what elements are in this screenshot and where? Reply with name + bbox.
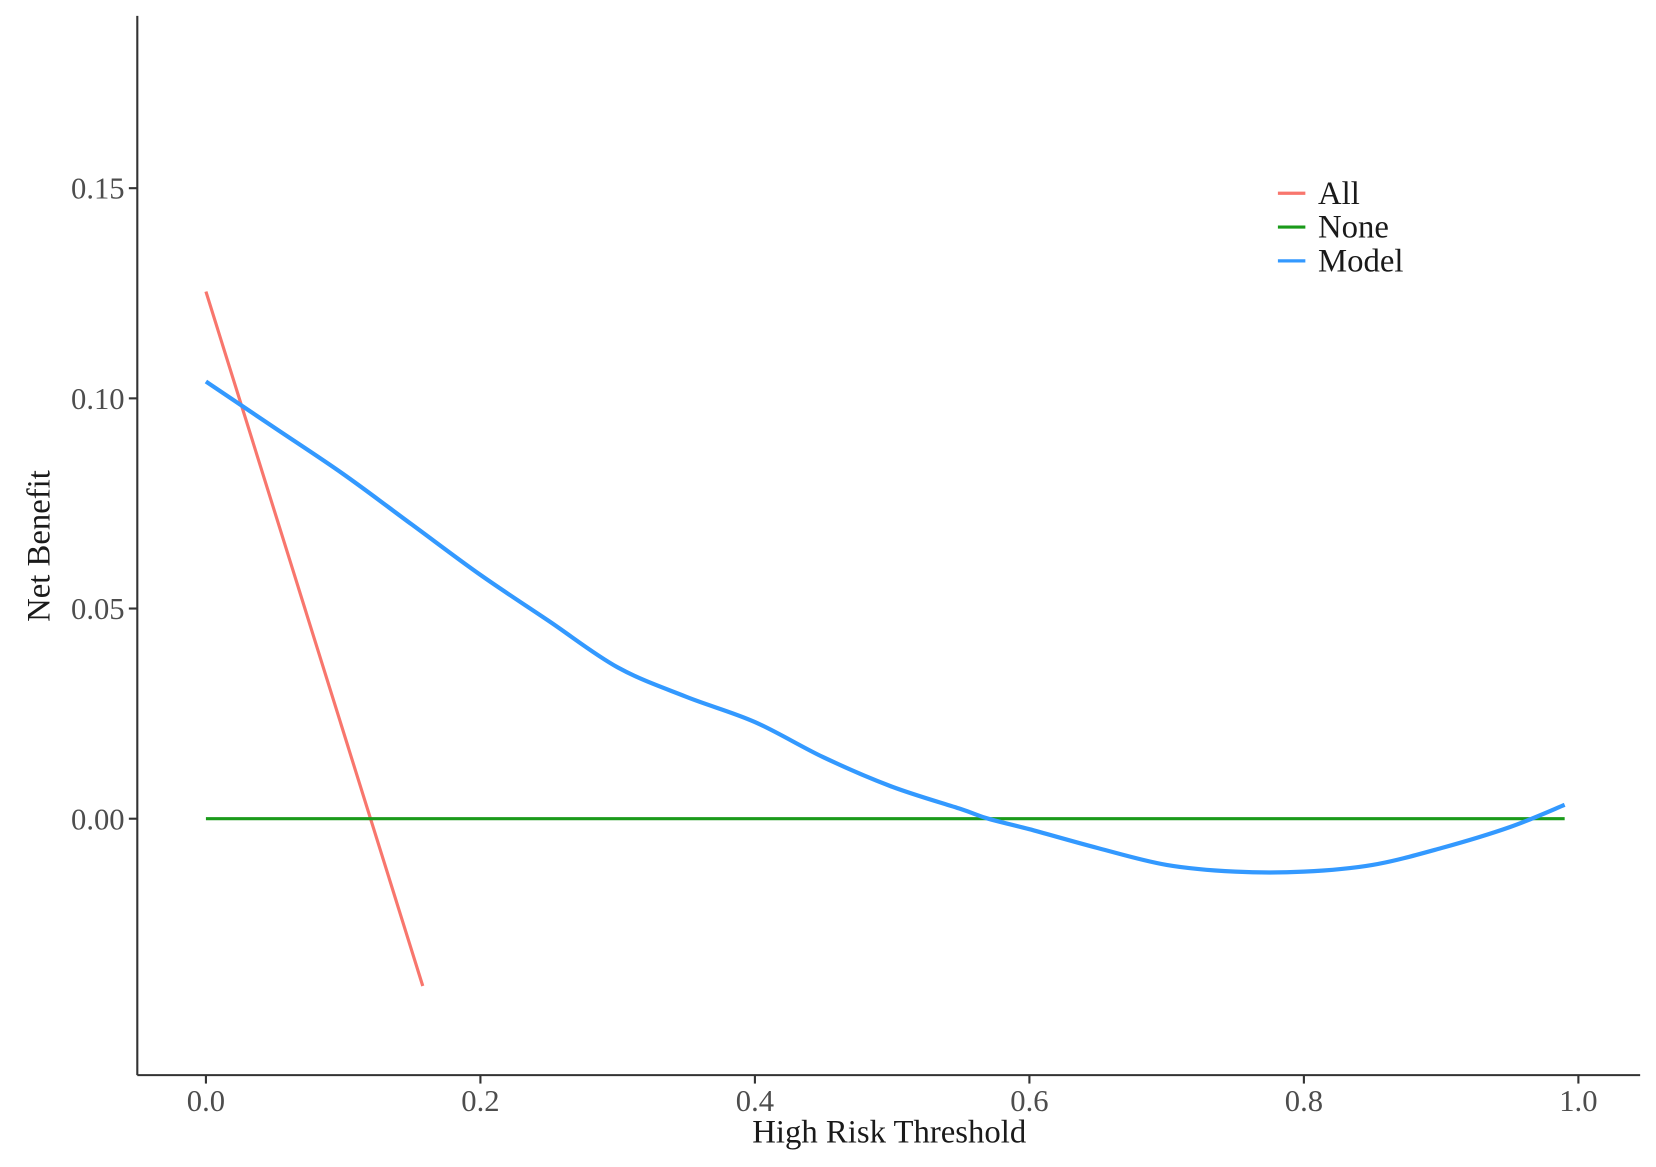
y-tick-label: 0.05	[71, 592, 125, 626]
legend-label-model: Model	[1318, 243, 1403, 279]
y-tick-label: 0.00	[71, 802, 125, 836]
y-tick-label: 0.10	[71, 382, 125, 416]
y-tick-label: 0.15	[71, 172, 125, 206]
series-line-all	[204, 291, 425, 987]
x-tick-label: 1.0	[1559, 1084, 1597, 1118]
x-tick-label: 0.6	[1010, 1084, 1048, 1118]
series-lines	[204, 291, 1566, 987]
series-line-model	[204, 379, 1566, 875]
x-tick-label: 0.0	[187, 1084, 225, 1118]
x-tick-label: 0.8	[1285, 1084, 1323, 1118]
x-tick-label: 0.2	[461, 1084, 499, 1118]
x-axis-label: High Risk Threshold	[752, 1115, 1026, 1151]
legend-label-all: All	[1318, 176, 1360, 212]
axes: 0.0 0.2 0.4 0.6 0.8 1.0 0.00 0.05 0.10 0.15	[71, 15, 1641, 1118]
y-axis-label: Net Benefit	[22, 470, 58, 622]
legend-label-none: None	[1318, 210, 1389, 246]
x-tick-label: 0.4	[736, 1084, 774, 1118]
